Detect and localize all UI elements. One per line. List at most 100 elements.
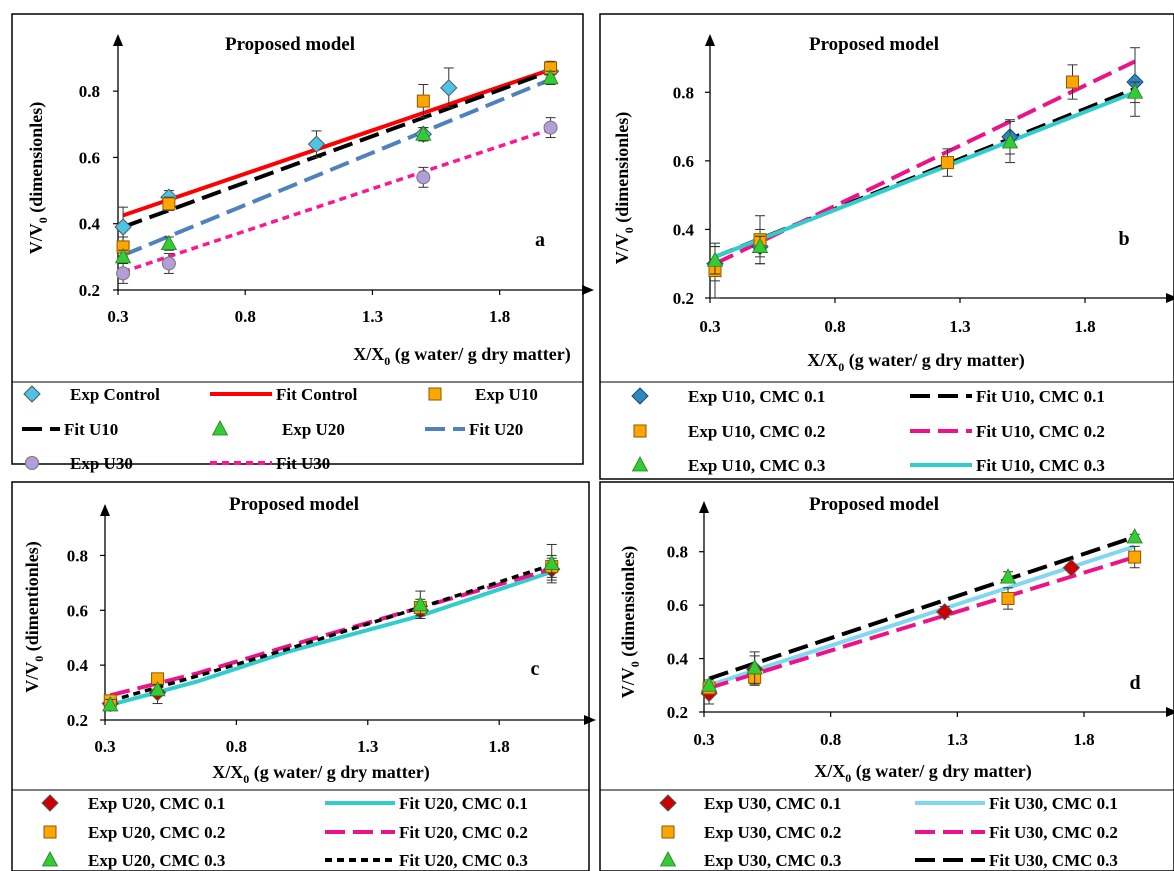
panel-a-xtick-label: 0.3 — [107, 307, 128, 326]
panel-a: 0.2 0.4 0.6 0.8 0.3 0.8 1.3 1.8 Proposed model a X… — [11, 13, 594, 473]
panel-d-x-axis-title: X/X0 (g water/ g dry matter) — [814, 761, 1031, 785]
panel-c-legend-swatch — [41, 794, 59, 812]
panel-b-x-axis-arrow — [1166, 293, 1174, 303]
panel-d-x-axis-title-main: X/X — [814, 761, 845, 781]
panel-a-data-point — [307, 135, 326, 153]
panel-d-data-point — [935, 603, 954, 621]
panel-c-data-point — [149, 680, 166, 697]
panel-b-data-point — [1001, 133, 1019, 149]
panel-a-data-point — [416, 170, 431, 185]
panel-a-legend-label: Fit Control — [276, 385, 358, 404]
panel-d-y-axis-title: V/V0 (dimensionles) — [618, 546, 642, 699]
panel-c-ytick-label: 0.2 — [67, 711, 88, 730]
panel-a-legend-swatch — [428, 387, 442, 401]
panel-d-legend-swatch — [659, 851, 677, 867]
panel-a-data-point — [543, 120, 558, 135]
panel-a-data-point — [160, 234, 178, 251]
panel-d: 0.2 0.4 0.6 0.8 0.3 0.8 1.3 1.8 Proposed model d X… — [599, 481, 1174, 871]
panel-d-series-line — [708, 555, 1136, 690]
panel-c-y-axis-title-sub: 0 — [32, 656, 46, 662]
panel-b-legend-label: Fit U10, CMC 0.3 — [976, 456, 1105, 475]
panel-c-legend-label: Fit U20, CMC 0.2 — [399, 823, 528, 842]
panel-c-data-point — [543, 554, 560, 571]
panel-d-legend-label: Exp U30, CMC 0.3 — [704, 851, 841, 870]
panel-d-legend-swatch — [661, 825, 675, 839]
panel-d-legend-label: Fit U30, CMC 0.2 — [989, 823, 1118, 842]
panel-a-legend-label: Exp U20 — [282, 420, 345, 439]
panel-d-ytick-label: 0.2 — [667, 703, 688, 722]
panel-d-data-point — [1001, 591, 1015, 605]
panel-c-x-axis-title-sub: 0 — [243, 772, 249, 786]
panel-d-legend-label: Exp U30, CMC 0.1 — [704, 794, 841, 813]
panel-d-xtick-label: 1.3 — [947, 730, 968, 749]
panel-b-series-line — [714, 90, 1136, 259]
panel-c-series-line — [109, 567, 553, 698]
panel-a-x-axis-arrow — [582, 285, 594, 295]
panel-a-legend-label: Fit U30 — [276, 454, 330, 473]
panel-b-x-axis-title-sub: 0 — [838, 360, 844, 374]
panel-a-series-line — [122, 67, 552, 218]
panel-c-series-line — [109, 570, 553, 707]
panel-b-letter: b — [1118, 228, 1129, 250]
panel-d-data-point — [1062, 559, 1081, 577]
panel-c-xtick-label: 0.8 — [226, 737, 247, 756]
panel-b-y-axis-title: V/V0 (dimensionles) — [612, 112, 636, 265]
panel-c-y-axis-title: V/V0 (dimentionles) — [22, 541, 46, 693]
panel-a-data-point — [162, 197, 176, 211]
panel-c-data-point — [412, 595, 429, 612]
panel-d-xtick-label: 1.8 — [1073, 730, 1094, 749]
panel-a-data-point — [161, 256, 176, 271]
panel-c-frame — [11, 481, 590, 871]
panel-b-legend-label: Fit U10, CMC 0.1 — [976, 387, 1105, 406]
panel-a-legend-swatch — [211, 420, 229, 436]
panel-c-xtick-label: 1.8 — [489, 737, 510, 756]
panel-a-series-line — [122, 127, 552, 274]
panel-b-y-axis-title-main: V/V — [612, 233, 632, 264]
panel-b-legend-label: Fit U10, CMC 0.2 — [976, 422, 1105, 441]
panel-b-x-axis-title-main: X/X — [807, 350, 838, 370]
panel-a-series-line — [122, 69, 552, 229]
panel-d-legend-swatch — [659, 794, 677, 812]
panel-b-legend-label: Exp U10, CMC 0.2 — [688, 422, 825, 441]
panel-a-x-axis-title: X/X0 (g water/ g dry matter) — [353, 344, 570, 368]
panel-b-legend-swatch — [633, 424, 647, 438]
panel-b-legend-swatch — [631, 387, 649, 405]
panel-c: 0.2 0.4 0.6 0.8 0.3 0.8 1.3 1.8 Proposed model c X… — [11, 481, 596, 871]
panel-d-legend-label: Fit U30, CMC 0.3 — [989, 851, 1118, 870]
panel-c-y-axis-title-rest: (dimentionles) — [22, 541, 43, 656]
panel-a-series-line — [122, 77, 552, 258]
panel-a-legend-swatch — [25, 456, 39, 470]
panel-b-data-point — [751, 237, 769, 253]
panel-c-xtick-label: 0.3 — [94, 737, 115, 756]
panel-d-data-point — [1128, 550, 1142, 564]
panel-b-y-axis-title-sub: 0 — [622, 227, 636, 233]
panel-b-xtick-label: 0.3 — [699, 317, 720, 336]
panel-c-x-axis-arrow — [584, 715, 596, 725]
panel-a-legend-label: Fit U20 — [469, 420, 523, 439]
panel-c-letter: c — [531, 658, 540, 680]
panel-a-legend-label: Exp Control — [70, 385, 160, 404]
panel-c-series-line — [109, 563, 553, 703]
panel-c-legend-label: Fit U20, CMC 0.1 — [399, 794, 528, 813]
panel-b-ytick-label: 0.2 — [673, 289, 694, 308]
panel-d-y-axis-arrow — [699, 501, 709, 513]
panel-d-title: Proposed model — [809, 494, 939, 515]
panel-d-series-line — [708, 535, 1136, 681]
panel-d-ytick-label: 0.4 — [667, 650, 689, 669]
panel-c-y-axis-arrow — [100, 504, 110, 516]
panel-a-y-axis-title-sub: 0 — [36, 217, 50, 223]
panel-a-data-point — [114, 218, 132, 236]
panel-d-ytick-label: 0.8 — [667, 543, 688, 562]
panel-c-ytick-label: 0.8 — [67, 546, 88, 565]
panel-c-y-axis-title-main: V/V — [22, 662, 42, 693]
panel-a-data-point — [440, 79, 458, 97]
panel-a-data-point — [416, 94, 430, 108]
panel-d-data-point — [1126, 528, 1143, 544]
panel-d-data-point — [999, 568, 1017, 584]
panel-d-x-axis-title-rest: (g water/ g dry matter) — [851, 761, 1031, 782]
panel-a-legend-label: Exp U10 — [475, 385, 538, 404]
panel-c-title: Proposed model — [229, 494, 359, 515]
panel-d-letter: d — [1129, 672, 1140, 694]
panel-a-y-axis-title-rest: (dimensionles) — [26, 102, 47, 218]
